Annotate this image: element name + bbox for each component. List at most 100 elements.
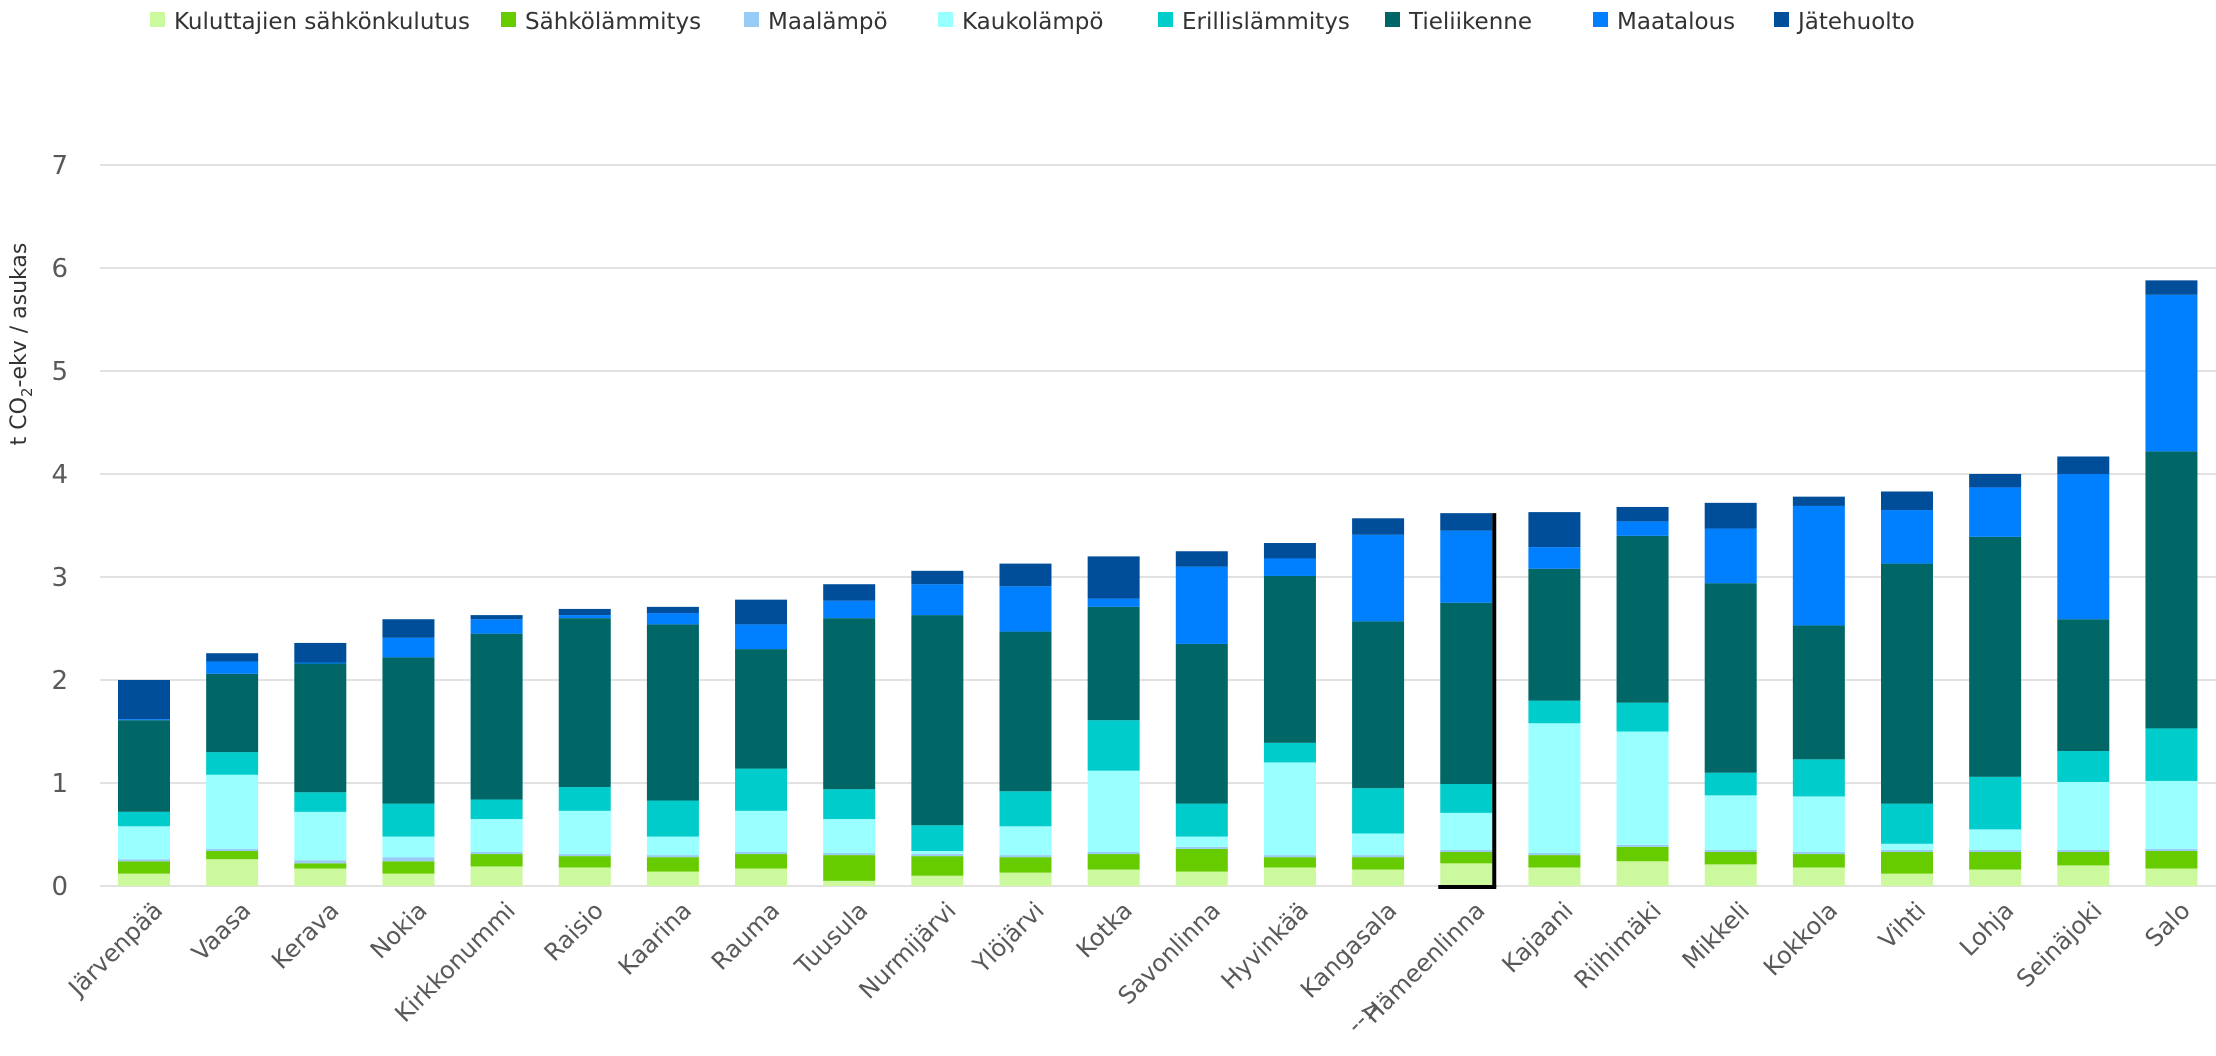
bar-segment [1087, 854, 1140, 870]
legend-swatch [938, 12, 953, 27]
bar-segment [1087, 606, 1140, 721]
bar-segment [999, 872, 1052, 886]
bar-segment [1528, 700, 1581, 724]
bar-segment [2057, 849, 2110, 853]
bar-stack [1263, 543, 1316, 886]
bar-segment [470, 852, 523, 855]
y-tick-label: 7 [51, 151, 68, 181]
bar-segment [1616, 731, 1669, 845]
bar-segment [735, 852, 788, 855]
bar-segment [999, 855, 1052, 858]
bar-segment [558, 608, 611, 616]
bar-segment [1792, 852, 1845, 855]
x-tick-label: Kajaani [1497, 896, 1579, 978]
bar-segment [294, 663, 347, 793]
bar-segment [382, 657, 435, 804]
bar-segment [1969, 536, 2022, 777]
bar-segment [823, 600, 876, 619]
bar-segment [1528, 855, 1581, 868]
bar-segment [1175, 803, 1228, 837]
bar-segment [558, 615, 611, 619]
bar-segment [646, 606, 699, 614]
bar-segment [1704, 583, 1757, 773]
x-tick-label: Seinäjoki [2011, 896, 2108, 993]
bar-segment [382, 836, 435, 858]
legend-label: Tieliikenne [1408, 9, 1532, 35]
bar-segment [558, 787, 611, 811]
bar-segment [1352, 833, 1405, 856]
bar-segment [1263, 575, 1316, 743]
bar-stack [1087, 556, 1140, 886]
y-axis-label-group: t CO2-ekv / asukas [7, 243, 36, 446]
bar-segment [470, 866, 523, 886]
bar-segment [1704, 795, 1757, 850]
bar-segment [1087, 852, 1140, 855]
x-tick-label: Raisio [539, 896, 609, 966]
x-tick-label: Rauma [706, 896, 785, 975]
legend: Kuluttajien sähkönkulutus Sähkölämmitys Ma… [150, 9, 1915, 35]
legend-label: Maalämpö [768, 9, 888, 35]
bar-segment [1528, 853, 1581, 856]
bar-segment [1528, 867, 1581, 886]
bar-segment [646, 871, 699, 886]
bar-segment [2145, 868, 2198, 886]
bar-stack [470, 615, 523, 886]
legend-label: Maatalous [1617, 9, 1735, 35]
bar-segment [2057, 474, 2110, 620]
bar-segment [735, 649, 788, 769]
y-tick-label: 2 [51, 666, 68, 696]
bar-segment [999, 791, 1052, 827]
x-tick-label: Kaarina [613, 896, 697, 980]
bar-segment [1352, 857, 1405, 870]
bar-segment [823, 853, 876, 856]
bar-segment [206, 673, 259, 753]
bar-segment [823, 819, 876, 854]
bar-segment [1352, 869, 1405, 886]
bar-segment [735, 768, 788, 811]
bar-segment [206, 752, 259, 775]
bar-stack [1352, 518, 1405, 886]
bar-segment [470, 819, 523, 853]
bar-segment [1087, 770, 1140, 853]
bar-segment [1704, 528, 1757, 584]
bar-segment [911, 584, 964, 616]
x-tick-label: Salo [2140, 896, 2196, 952]
bar-segment [1616, 702, 1669, 732]
bar-segment [382, 857, 435, 862]
bar-segment [1440, 513, 1493, 531]
y-tick-label: 5 [51, 357, 68, 387]
bar-segment [1087, 556, 1140, 599]
legend-label: Sähkölämmitys [525, 9, 701, 35]
bar-segment [1704, 502, 1757, 529]
bar-stack [1881, 491, 1933, 886]
bar-segment [1263, 867, 1316, 886]
bar-segment [1263, 762, 1316, 856]
bar-segment [1792, 759, 1845, 797]
bar-segment [2145, 780, 2198, 849]
x-tick-label: Lohja [1954, 896, 2019, 961]
bar-segment [1263, 558, 1316, 576]
bar-segment [1528, 547, 1581, 569]
bar-segment [911, 615, 964, 826]
bar-segment [646, 857, 699, 872]
x-tick-label: Järvenpää [62, 896, 168, 1002]
bar-segment [911, 825, 964, 851]
bar-segment [294, 868, 347, 886]
x-tick-label: Ylöjärvi [967, 896, 1050, 979]
bar-segment [999, 826, 1052, 856]
legend-swatch [1385, 12, 1400, 27]
x-tick-label: Vihti [1873, 896, 1931, 954]
bar-segment [118, 861, 170, 874]
bar-stack [206, 653, 259, 886]
bar-stack [911, 570, 964, 886]
bar-segment [1969, 776, 2022, 830]
bar-segment [1440, 530, 1493, 603]
bar-segment [1704, 849, 1757, 853]
bar-segment [1175, 846, 1228, 849]
bar-stack [2145, 280, 2198, 886]
bar-segment [1792, 505, 1845, 626]
bar-segment [118, 811, 170, 827]
bar-segment [558, 618, 611, 788]
legend-swatch [1158, 12, 1173, 27]
